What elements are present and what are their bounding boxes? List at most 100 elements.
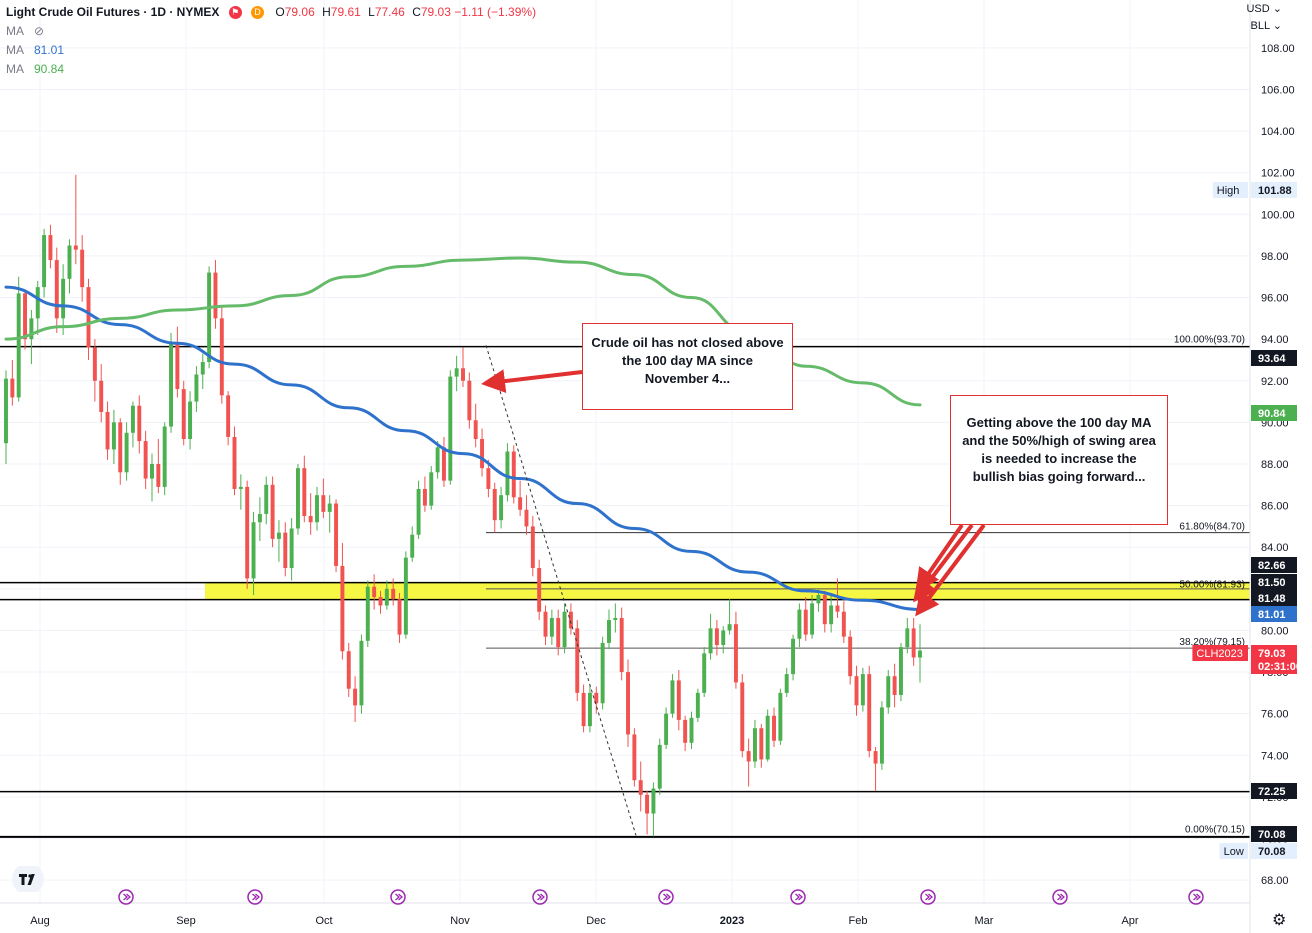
price-label-box — [1251, 606, 1297, 622]
event-marker-ring — [1188, 889, 1204, 905]
fib-level-label: 61.80%(84.70) — [1179, 522, 1245, 533]
flag-icon[interactable]: ⚑ — [228, 6, 242, 20]
delayed-badge-icon[interactable]: D — [251, 6, 265, 20]
candle-body — [505, 451, 510, 496]
candle-body — [10, 378, 15, 398]
candle-body — [727, 624, 732, 631]
close-key: C — [412, 5, 421, 19]
price-label-value: 81.50 — [1258, 577, 1286, 589]
symbol-title: Light Crude Oil Futures · 1D · NYMEX — [6, 5, 220, 19]
price-label-box — [1251, 590, 1297, 606]
candle-body — [372, 586, 377, 598]
price-tick-label: 88.00 — [1261, 459, 1289, 471]
price-label-box — [1251, 405, 1297, 421]
event-marker-icon[interactable] — [1052, 889, 1068, 905]
candle-body — [327, 503, 332, 512]
time-axis: Aug Sep Oct Nov Dec 2023 Feb Mar Apr — [0, 889, 1250, 927]
candle-body — [219, 318, 224, 396]
event-marker-icon[interactable] — [790, 889, 806, 905]
event-marker-ring — [532, 889, 548, 905]
callout-text: Getting above the 100 day MA and the 50%… — [962, 415, 1156, 484]
candle-body — [238, 486, 243, 489]
candle-body — [124, 432, 129, 473]
candle-body — [778, 692, 783, 741]
legend-ma-row[interactable]: MA 90.84 — [6, 60, 540, 79]
price-label-name: Low — [1224, 846, 1244, 858]
chevron-down-icon: ⌄ — [1272, 20, 1282, 32]
event-marker-icon[interactable] — [247, 889, 263, 905]
candle-body — [42, 235, 47, 288]
candle-body — [315, 495, 319, 523]
price-label-value: 02:31:00 — [1258, 661, 1302, 673]
tradingview-logo-icon[interactable] — [10, 863, 46, 895]
candle-body — [334, 503, 339, 566]
callout-arrow — [915, 523, 964, 593]
price-tick-label: 102.00 — [1261, 168, 1295, 180]
eye-hidden-icon[interactable]: ⊘ — [34, 24, 45, 38]
candle-body — [353, 688, 358, 706]
legend-ma-row[interactable]: MA ⊘ — [6, 22, 540, 41]
candle-body — [340, 565, 345, 652]
price-label-box — [1251, 658, 1297, 674]
price-tick-label: 92.00 — [1261, 376, 1289, 388]
event-marker-icon[interactable] — [118, 889, 134, 905]
price-label-value: 93.64 — [1258, 353, 1286, 365]
candle-body — [384, 588, 389, 606]
candle-body — [308, 516, 313, 523]
candle-body — [162, 426, 167, 487]
price-label-tag — [1219, 843, 1248, 859]
candle-body — [568, 611, 573, 629]
price-label-box — [1251, 182, 1297, 198]
price-label-value: 90.84 — [1258, 408, 1286, 420]
unit-select[interactable]: BLL ⌄ — [1251, 19, 1282, 32]
event-marker-ring — [790, 889, 806, 905]
time-tick-label: Mar — [975, 915, 994, 927]
price-tick-label: 94.00 — [1261, 334, 1289, 346]
candle-body — [4, 378, 8, 444]
time-tick-label: Dec — [586, 915, 606, 927]
candle-body — [676, 680, 681, 720]
price-label-box — [1251, 645, 1297, 661]
price-label-value: 82.66 — [1258, 560, 1286, 572]
event-marker-ring — [920, 889, 936, 905]
time-tick-label: Apr — [1121, 915, 1138, 927]
candle-body — [289, 528, 294, 569]
event-marker-chevrons — [1057, 893, 1065, 901]
price-label-box — [1251, 557, 1297, 573]
callout-text: Crude oil has not closed above the 100 d… — [591, 335, 784, 386]
candle-body — [664, 713, 669, 745]
price-tick-label: 76.00 — [1261, 709, 1289, 721]
candle-body — [194, 374, 199, 402]
price-tick-label: 84.00 — [1261, 542, 1289, 554]
currency-select[interactable]: USD ⌄ — [1246, 2, 1282, 15]
event-marker-icon[interactable] — [1188, 889, 1204, 905]
event-marker-icon[interactable] — [532, 889, 548, 905]
candle-body — [461, 368, 465, 381]
ma-label: MA — [6, 24, 24, 38]
candle-body — [530, 526, 535, 569]
candle-body — [226, 395, 231, 437]
moving-average-line — [4, 285, 922, 611]
event-marker-chevrons — [252, 893, 260, 901]
candle-body — [886, 676, 891, 708]
candle-body — [346, 651, 351, 689]
callout-bullish-bias: Getting above the 100 day MA and the 50%… — [950, 395, 1168, 525]
event-marker-icon[interactable] — [390, 889, 406, 905]
price-label-value: 70.08 — [1258, 846, 1286, 858]
candle-body — [784, 674, 789, 693]
candle-body — [486, 468, 491, 489]
price-label-value: 81.48 — [1258, 593, 1286, 605]
gear-icon[interactable]: ⚙ — [1272, 912, 1287, 929]
candle-body — [213, 272, 218, 319]
event-marker-icon[interactable] — [920, 889, 936, 905]
candle-body — [607, 620, 611, 643]
legend-ma-row[interactable]: MA 81.01 — [6, 41, 540, 60]
candle-body — [73, 245, 78, 250]
currency-label: USD — [1246, 3, 1270, 15]
time-tick-label: Nov — [450, 915, 470, 927]
fib-level-label: 0.00%(70.15) — [1185, 824, 1245, 835]
candle-body — [803, 609, 808, 635]
event-marker-icon[interactable] — [658, 889, 674, 905]
candle-body — [581, 692, 586, 727]
candle-body — [695, 692, 700, 718]
